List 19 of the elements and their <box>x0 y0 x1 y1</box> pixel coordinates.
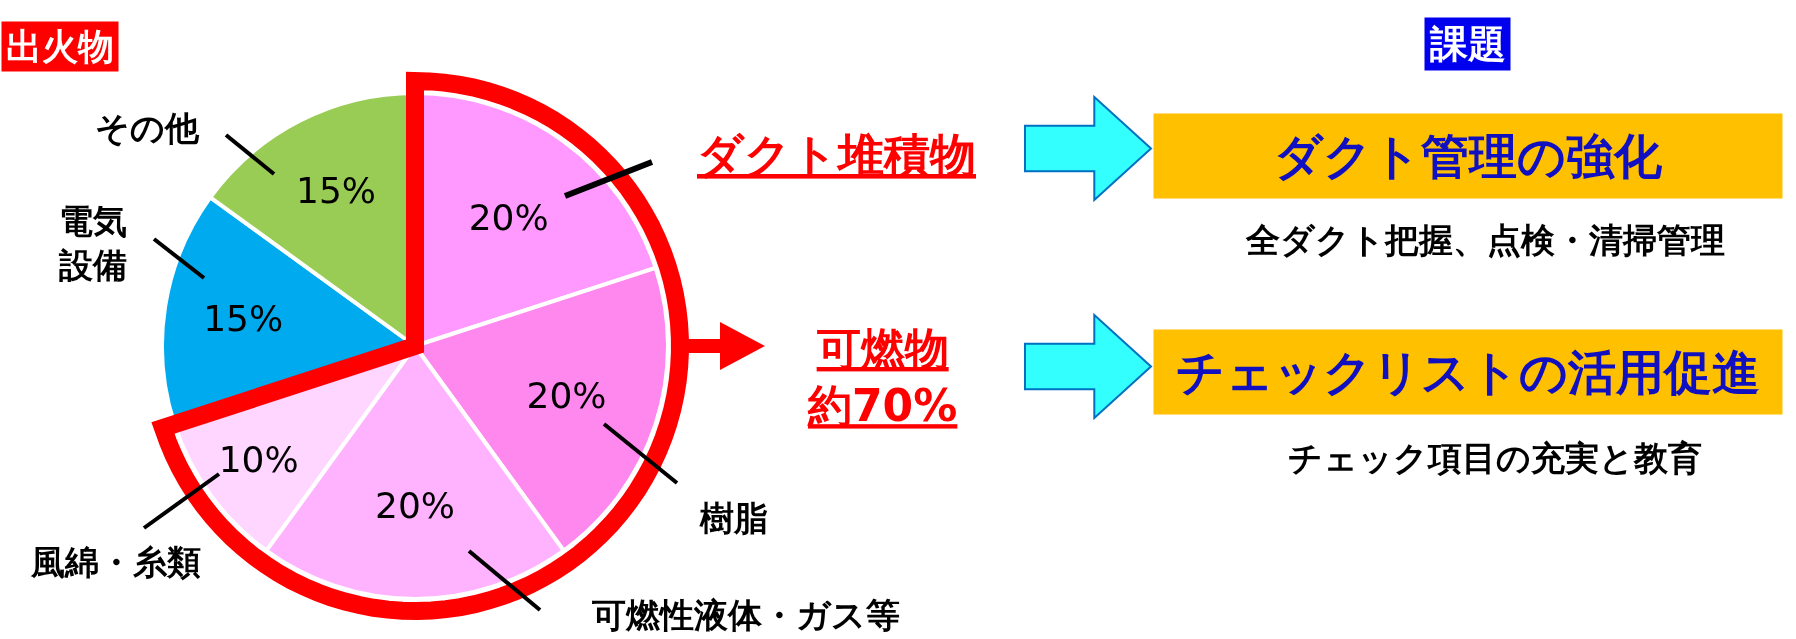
text: チェック項目の充実と教育 <box>1288 438 1702 478</box>
data-label: 20% <box>374 484 456 526</box>
slice-label: 樹脂 <box>699 498 768 538</box>
text: ダクト管理の強化 <box>1273 128 1663 184</box>
data-label: 20% <box>468 196 549 238</box>
text: 全ダクト把握、点検・清掃管理 <box>1245 220 1725 260</box>
slice-label: ダクト堆積物 <box>697 128 976 182</box>
data-label: 15% <box>203 298 284 340</box>
slice-label: 電気設備 <box>58 201 127 286</box>
data-label: 10% <box>218 439 299 481</box>
slice-label: 可燃性液体・ガス等 <box>591 595 900 635</box>
text: 課題 <box>1429 22 1506 66</box>
data-label: 15% <box>296 170 377 212</box>
slice-label: 風綿・糸類 <box>30 542 201 582</box>
data-label: 20% <box>526 374 607 416</box>
text: チェックリストの活用促進 <box>1176 344 1760 400</box>
slice-label: その他 <box>95 108 200 148</box>
chart-title: 出火物 <box>6 26 114 67</box>
text: 可燃物約70% <box>807 323 958 432</box>
